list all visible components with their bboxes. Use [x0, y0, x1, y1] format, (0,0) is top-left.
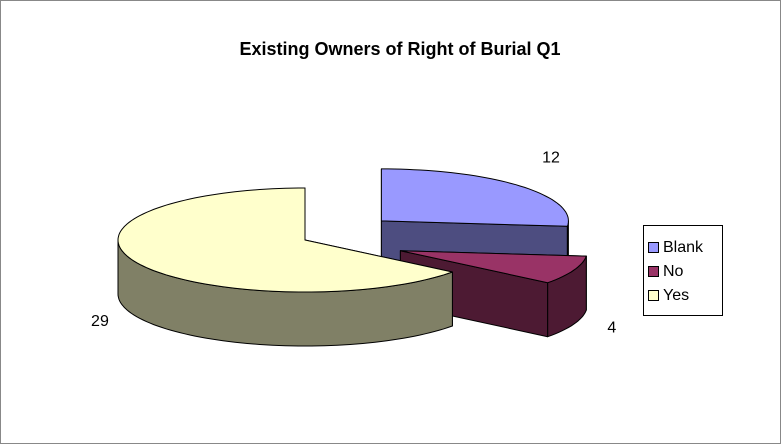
legend-label: Blank	[663, 239, 704, 256]
legend-label: Yes	[663, 287, 689, 304]
data-label: 29	[91, 313, 109, 330]
legend-label: No	[663, 263, 684, 280]
slice	[399, 250, 587, 284]
chart-title: Existing Owners of Right of Burial Q1	[239, 39, 560, 59]
data-label: 12	[542, 150, 560, 167]
legend-swatch	[648, 266, 659, 277]
slice	[380, 168, 569, 227]
legend-swatch	[648, 242, 659, 253]
slice	[117, 187, 453, 293]
data-label: 4	[607, 320, 616, 337]
legend-swatch	[648, 290, 659, 301]
